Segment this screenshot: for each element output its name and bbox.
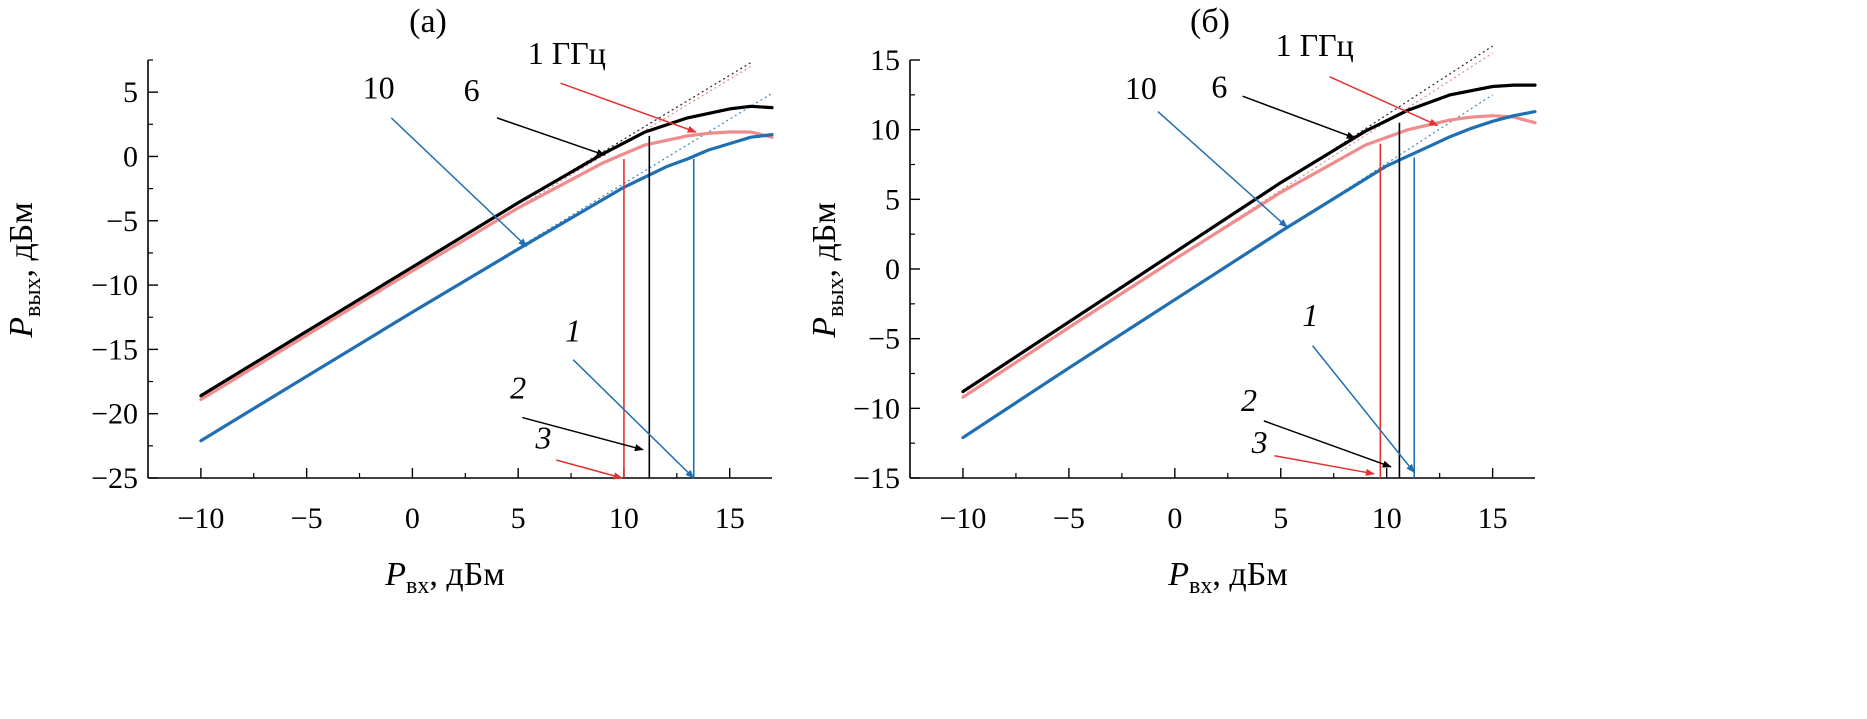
- x-tick-label: 10: [1372, 502, 1402, 535]
- annotation-arrow: [1329, 76, 1439, 127]
- panel-title: (a): [409, 3, 447, 40]
- y-tick-label: −15: [91, 333, 138, 366]
- x-tick-label: 10: [609, 502, 639, 535]
- plot-area: −10 −5 0 5 10 15 −15 −10 −5 0 5 10 15 1 ГГц 6 10 1 2 3: [853, 27, 1537, 535]
- y-tick-label: −10: [853, 392, 900, 425]
- y-tick-label: −20: [91, 398, 138, 431]
- y-axis-label: Pвых, дБм: [806, 202, 849, 339]
- y-tick-label: −10: [91, 269, 138, 302]
- annotation-arrow: [522, 416, 644, 452]
- series-line: [961, 83, 1537, 394]
- y-tick-label: −25: [91, 462, 138, 495]
- y-tick-label: 0: [123, 140, 138, 173]
- x-tick-label: −10: [940, 502, 987, 535]
- y-tick-label: −5: [868, 323, 900, 356]
- series-line: [199, 130, 774, 402]
- series-line: [961, 109, 1537, 440]
- y-tick-label: −15: [853, 462, 900, 495]
- panel-title: (б): [1190, 3, 1230, 40]
- x-tick-label: −10: [177, 502, 224, 535]
- annotation-label: 6: [464, 72, 480, 108]
- annotation-label: 1 ГГц: [1276, 27, 1354, 63]
- y-axis-label: Pвых, дБм: [3, 202, 46, 339]
- x-axis-label: Pвх, дБм: [1167, 556, 1287, 599]
- chart-panel-b: (б) −10 −5 0 5 10 15 −15 −10 −5 0 5 10 15 1 ГГц 6 10 1 2 3…: [806, 3, 1537, 599]
- annotation-label: 2: [1241, 382, 1257, 418]
- annotation-label: 1: [1302, 297, 1318, 333]
- annotation-arrow: [1157, 110, 1288, 228]
- annotation-label: 10: [363, 70, 395, 106]
- y-tick-label: 0: [885, 253, 900, 286]
- annotation-arrow: [556, 459, 623, 480]
- x-tick-label: 0: [405, 502, 420, 535]
- annotation-label: 2: [510, 369, 526, 405]
- x-tick-label: −5: [291, 502, 323, 535]
- annotation-arrow: [1263, 420, 1392, 468]
- annotation-arrow: [1274, 454, 1375, 476]
- x-tick-label: 5: [1273, 502, 1288, 535]
- x-tick-label: −5: [1053, 502, 1085, 535]
- x-tick-label: 0: [1167, 502, 1182, 535]
- annotation-label: 1 ГГц: [528, 35, 606, 71]
- y-tick-label: −5: [106, 205, 138, 238]
- annotation-label: 6: [1211, 69, 1227, 105]
- x-tick-label: 15: [1478, 502, 1508, 535]
- y-tick-label: 10: [870, 114, 900, 147]
- annotation-label: 10: [1125, 70, 1157, 106]
- y-tick-label: 15: [870, 44, 900, 77]
- x-axis-label: Pвх, дБм: [384, 556, 504, 599]
- annotation-arrow: [572, 359, 695, 479]
- y-tick-label: 5: [123, 76, 138, 109]
- annotation-label: 3: [535, 419, 552, 455]
- x-tick-label: 15: [715, 502, 745, 535]
- annotation-arrow: [496, 117, 606, 156]
- annotation-arrow: [1242, 95, 1356, 139]
- series-line: [199, 133, 774, 443]
- annotation-label: 3: [1251, 424, 1268, 460]
- series-line: [199, 104, 774, 398]
- plot-area: −10 −5 0 5 10 15 −25 −20 −15 −10 −5 0 5 1 ГГц 6 10 1 23: [91, 35, 774, 535]
- series-line: [961, 114, 1537, 399]
- annotation-label: 1: [565, 313, 581, 349]
- annotation-arrow: [560, 82, 697, 133]
- annotation-arrow: [390, 117, 528, 248]
- chart-panel-a: (a) −10 −5 0 5 10 15 −25 −20 −15 −10 −5 0 5 1 ГГц 6 10 1…: [3, 3, 774, 599]
- x-tick-label: 5: [511, 502, 526, 535]
- annotation-arrow: [1311, 345, 1415, 474]
- y-tick-label: 5: [885, 183, 900, 216]
